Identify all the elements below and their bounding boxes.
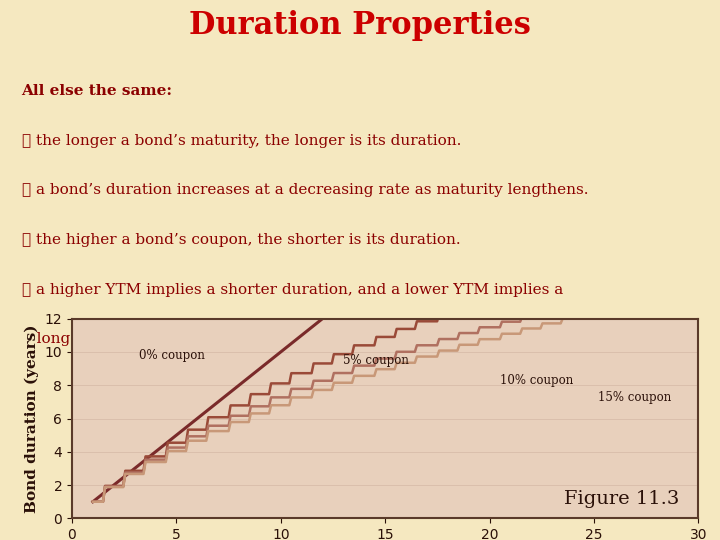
Text: Figure 11.3: Figure 11.3	[564, 490, 680, 509]
Y-axis label: Bond duration (years): Bond duration (years)	[24, 324, 39, 513]
Text: ③ the higher a bond’s coupon, the shorter is its duration.: ③ the higher a bond’s coupon, the shorte…	[22, 233, 460, 247]
Text: longer duration: longer duration	[22, 332, 157, 346]
Text: Duration Properties: Duration Properties	[189, 10, 531, 40]
Text: 0% coupon: 0% coupon	[139, 348, 204, 362]
Text: 15% coupon: 15% coupon	[598, 391, 672, 404]
Text: ② a bond’s duration increases at a decreasing rate as maturity lengthens.: ② a bond’s duration increases at a decre…	[22, 184, 588, 198]
Text: 5% coupon: 5% coupon	[343, 354, 409, 367]
Text: ① the longer a bond’s maturity, the longer is its duration.: ① the longer a bond’s maturity, the long…	[22, 134, 461, 148]
Text: 10% coupon: 10% coupon	[500, 374, 573, 387]
Text: ④ a higher YTM implies a shorter duration, and a lower YTM implies a: ④ a higher YTM implies a shorter duratio…	[22, 282, 563, 296]
Text: All else the same:: All else the same:	[22, 84, 173, 98]
